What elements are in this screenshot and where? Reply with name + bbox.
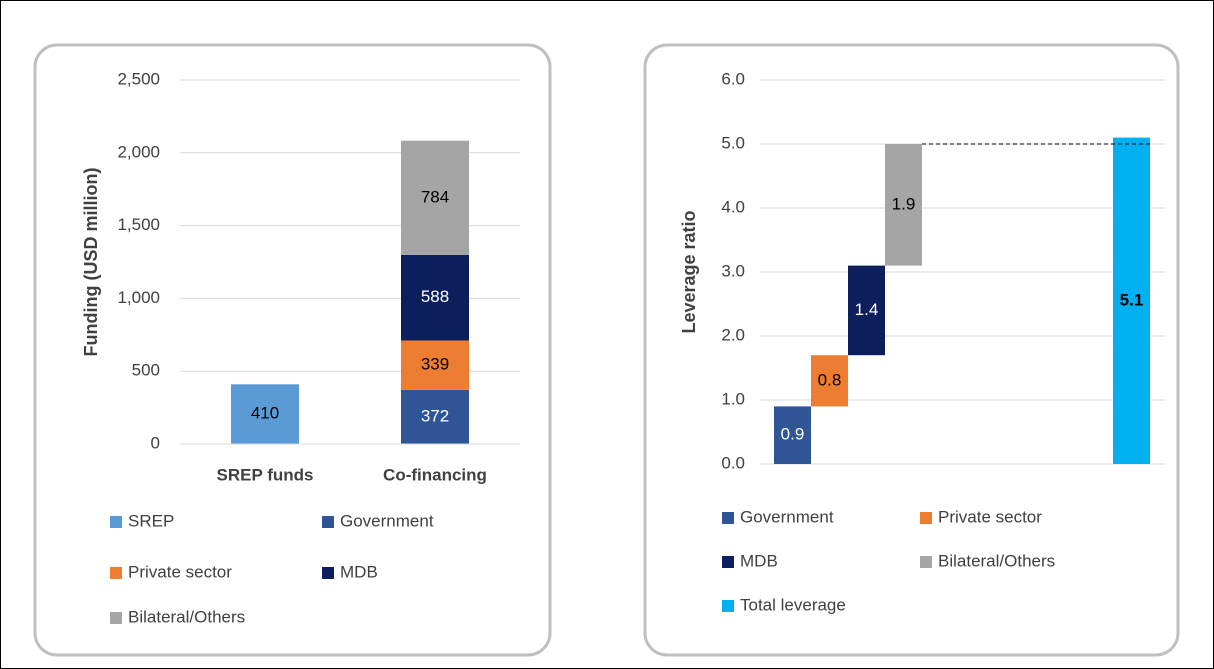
legend-swatch xyxy=(110,612,122,624)
data-label: 372 xyxy=(421,406,449,425)
y-tick-label: 3.0 xyxy=(721,261,745,280)
legend-swatch xyxy=(322,567,334,579)
legend-label: Bilateral/Others xyxy=(938,551,1055,570)
waterfall-bar xyxy=(1113,137,1150,464)
y-tick-label: 4.0 xyxy=(721,197,745,216)
y-tick-label: 1.0 xyxy=(721,389,745,408)
legend-swatch xyxy=(722,512,734,524)
legend-swatch xyxy=(722,556,734,568)
legend-swatch xyxy=(920,512,932,524)
y-tick-label: 2,000 xyxy=(117,142,160,161)
data-label: 5.1 xyxy=(1120,290,1144,309)
bar-segment xyxy=(401,340,469,390)
data-label: 588 xyxy=(421,287,449,306)
data-label: 339 xyxy=(421,355,449,374)
y-tick-label: 1,500 xyxy=(117,215,160,234)
legend-swatch xyxy=(110,567,122,579)
legend-label: SREP xyxy=(128,511,174,530)
y-axis-title: Leverage ratio xyxy=(679,210,699,333)
y-tick-label: 0.0 xyxy=(721,453,745,472)
legend-swatch xyxy=(920,556,932,568)
bar-segment xyxy=(401,254,469,341)
x-tick-label: Co-financing xyxy=(383,465,487,484)
legend-label: Government xyxy=(340,511,434,530)
panel xyxy=(33,43,552,657)
data-label: 0.9 xyxy=(781,425,805,444)
x-tick-label: SREP funds xyxy=(217,465,314,484)
data-label: 0.8 xyxy=(818,370,842,389)
y-tick-label: 500 xyxy=(132,361,160,380)
data-label: 784 xyxy=(421,187,449,206)
legend-label: MDB xyxy=(340,562,378,581)
legend-swatch xyxy=(322,516,334,528)
legend-label: Government xyxy=(740,507,834,526)
legend-label: Total leverage xyxy=(740,595,846,614)
data-label: 410 xyxy=(251,404,279,423)
waterfall-bar xyxy=(885,144,922,266)
bar-segment xyxy=(231,384,299,444)
y-tick-label: 6.0 xyxy=(721,69,745,88)
legend-label: Private sector xyxy=(938,507,1042,526)
y-tick-label: 0 xyxy=(151,433,160,452)
y-tick-label: 2.0 xyxy=(721,325,745,344)
panel xyxy=(643,43,1180,657)
y-tick-label: 5.0 xyxy=(721,133,745,152)
waterfall-bar xyxy=(848,265,885,356)
legend-swatch xyxy=(722,600,734,612)
bar-segment xyxy=(401,140,469,255)
waterfall-bar xyxy=(811,355,848,407)
bar-segment xyxy=(401,389,469,444)
data-label: 1.9 xyxy=(892,194,916,213)
y-axis-title: Funding (USD million) xyxy=(81,168,101,357)
legend-label: MDB xyxy=(740,551,778,570)
data-label: 1.4 xyxy=(855,300,879,319)
legend-label: Private sector xyxy=(128,562,232,581)
legend-label: Bilateral/Others xyxy=(128,607,245,626)
y-tick-label: 2,500 xyxy=(117,69,160,88)
legend-swatch xyxy=(110,516,122,528)
waterfall-bar xyxy=(774,406,811,464)
y-tick-label: 1,000 xyxy=(117,288,160,307)
